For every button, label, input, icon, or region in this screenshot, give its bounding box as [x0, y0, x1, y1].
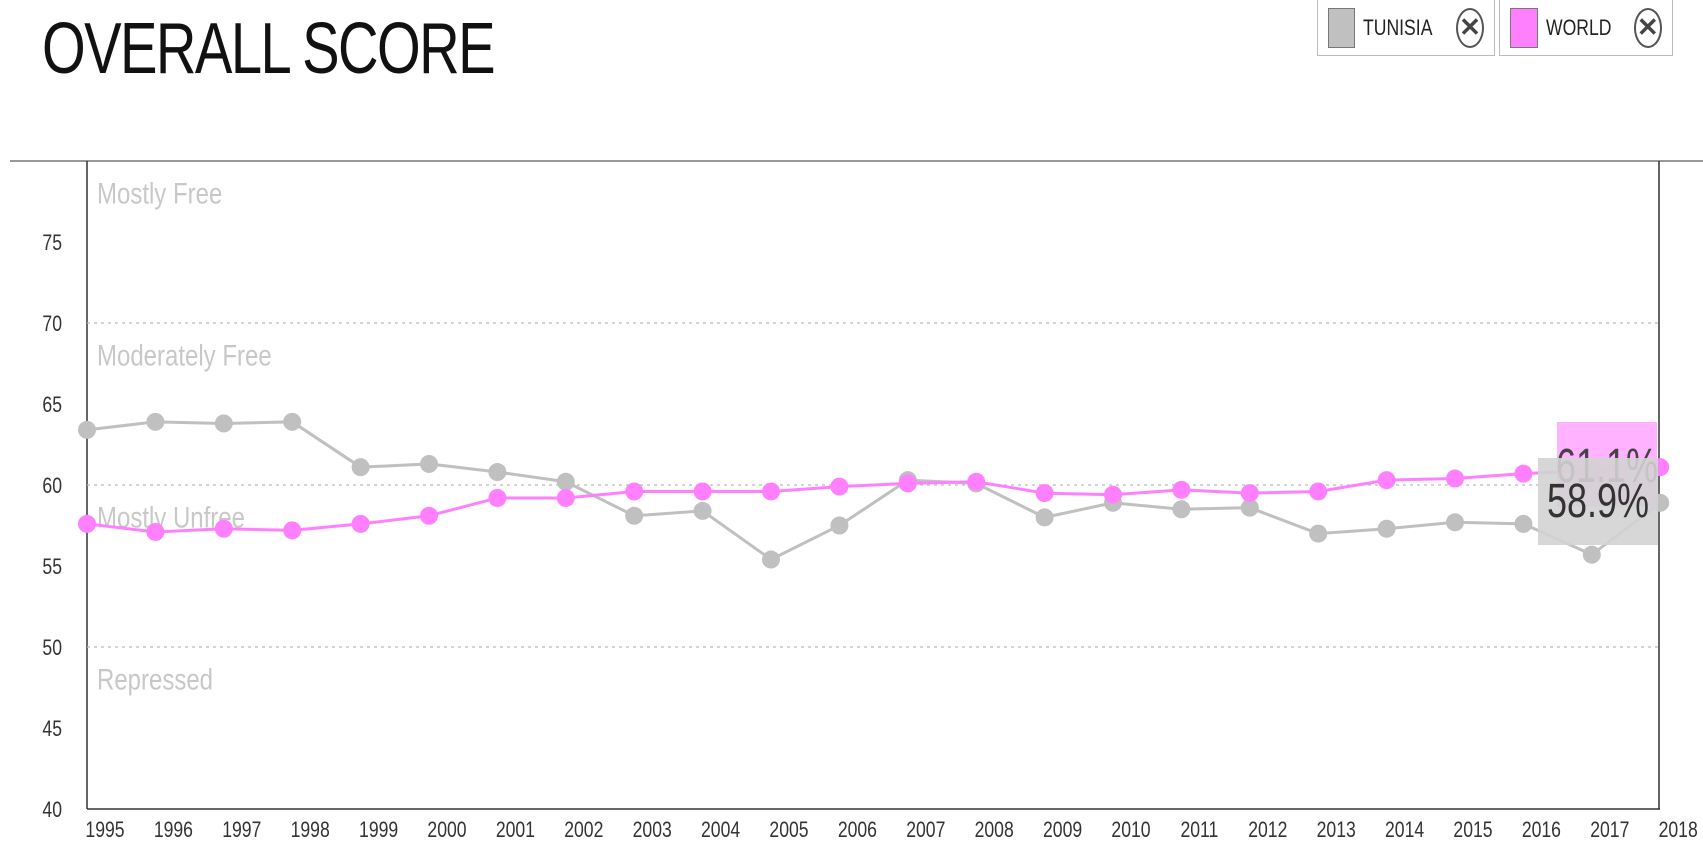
x-tick-label: 2007 — [906, 818, 945, 842]
y-tick-label: 60 — [42, 474, 62, 498]
y-tick-label: 75 — [42, 231, 62, 255]
legend-swatch-tunisia — [1328, 7, 1356, 48]
y-tick-label: 40 — [42, 798, 62, 822]
data-point-world — [967, 472, 986, 491]
data-point-world — [1446, 469, 1464, 488]
x-tick-label: 2000 — [427, 818, 466, 842]
x-tick-label: 2012 — [1248, 818, 1287, 842]
data-point-tunisia — [283, 412, 302, 431]
close-icon[interactable]: ✕ — [1456, 7, 1484, 48]
x-tick-label: 2002 — [564, 818, 603, 842]
data-point-world — [830, 477, 849, 496]
x-tick-label: 2006 — [838, 818, 877, 842]
data-point-tunisia — [1514, 514, 1533, 533]
data-point-tunisia — [1582, 545, 1601, 564]
x-tick-label: 2005 — [769, 818, 808, 842]
data-point-world — [1172, 480, 1191, 499]
data-point-world — [1309, 482, 1328, 501]
data-point-tunisia — [625, 506, 644, 525]
y-tick-label: 45 — [42, 717, 62, 741]
data-point-world — [556, 488, 575, 507]
data-point-world — [1104, 485, 1122, 504]
callout-value-tunisia: 58.9% — [1547, 474, 1649, 527]
x-tick-label: 1999 — [359, 818, 398, 842]
data-point-world — [1377, 471, 1396, 490]
data-point-tunisia — [488, 463, 507, 482]
data-point-tunisia — [762, 550, 780, 569]
data-point-tunisia — [78, 420, 96, 439]
x-tick-label: 2016 — [1522, 818, 1561, 842]
y-tick-label: 55 — [42, 555, 62, 579]
data-point-world — [898, 474, 917, 493]
data-point-tunisia — [693, 501, 712, 520]
data-point-tunisia — [1172, 500, 1191, 519]
data-point-world — [283, 521, 302, 540]
x-tick-label: 1997 — [222, 818, 261, 842]
x-tick-label: 2014 — [1385, 818, 1424, 842]
data-point-world — [351, 514, 370, 533]
data-point-tunisia — [830, 516, 849, 535]
x-tick-label: 2017 — [1590, 818, 1629, 842]
x-tick-label: 2010 — [1111, 818, 1150, 842]
data-point-world — [78, 514, 96, 533]
data-point-tunisia — [1035, 508, 1054, 527]
data-point-tunisia — [1240, 498, 1259, 517]
legend-item-tunisia[interactable]: TUNISIA ✕ — [1317, 0, 1495, 56]
data-point-world — [693, 482, 712, 501]
legend-label-world: WORLD — [1545, 14, 1612, 40]
data-point-world — [488, 488, 507, 507]
data-point-tunisia — [146, 412, 165, 431]
data-point-world — [1035, 484, 1054, 503]
data-point-world — [625, 482, 644, 501]
x-tick-label: 2008 — [975, 818, 1014, 842]
data-point-tunisia — [556, 472, 575, 491]
x-tick-label: 2015 — [1453, 818, 1492, 842]
y-tick-label: 70 — [42, 312, 62, 336]
x-tick-label: 2001 — [496, 818, 535, 842]
callout-box-tunisia — [1538, 458, 1658, 545]
x-tick-label: 2013 — [1317, 818, 1356, 842]
data-point-world — [420, 506, 438, 525]
y-tick-label: 50 — [42, 636, 62, 660]
zone-label: Mostly Free — [97, 176, 222, 210]
data-point-world — [1240, 484, 1259, 503]
x-tick-label: 1995 — [85, 818, 124, 842]
series-line-world — [86, 465, 1661, 534]
legend-item-world[interactable]: WORLD ✕ — [1499, 0, 1673, 56]
zone-label: Repressed — [97, 662, 213, 696]
data-point-world — [762, 482, 780, 501]
data-point-tunisia — [1446, 513, 1464, 532]
legend-label-tunisia: TUNISIA — [1363, 14, 1433, 40]
x-tick-label: 2009 — [1043, 818, 1082, 842]
legend-swatch-world — [1510, 7, 1538, 48]
x-tick-label: 1998 — [291, 818, 330, 842]
data-point-tunisia — [214, 414, 233, 433]
data-point-world — [146, 522, 165, 541]
zone-label: Moderately Free — [97, 338, 272, 372]
data-point-tunisia — [420, 454, 438, 473]
x-tick-label: 2004 — [701, 818, 740, 842]
x-tick-label: 2011 — [1180, 818, 1218, 842]
series-line-tunisia — [86, 420, 1662, 562]
page-title: OVERALL SCORE — [42, 9, 496, 89]
x-tick-label: 2018 — [1659, 818, 1698, 842]
data-point-tunisia — [1309, 524, 1328, 543]
data-point-tunisia — [1377, 519, 1396, 538]
y-tick-label: 65 — [42, 393, 62, 417]
close-icon[interactable]: ✕ — [1633, 7, 1662, 48]
data-point-world — [1514, 464, 1533, 483]
x-tick-label: 1996 — [154, 818, 193, 842]
data-point-tunisia — [351, 458, 370, 477]
x-tick-label: 2003 — [633, 818, 672, 842]
data-point-world — [214, 519, 233, 538]
